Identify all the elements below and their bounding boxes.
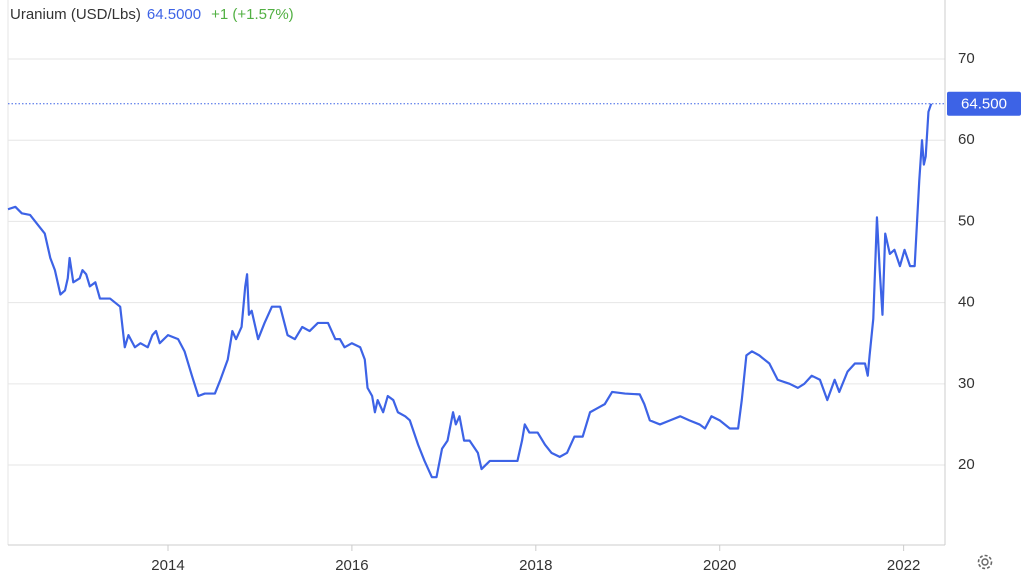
gear-outline [977,554,993,570]
gear-center [981,558,989,566]
y-tick-label: 50 [958,212,975,229]
y-tick-label: 70 [958,50,975,67]
price-change: +1 (+1.57%) [211,6,294,23]
x-tick-label: 2022 [887,557,920,574]
x-tick-label: 2020 [703,557,736,574]
x-tick-label: 2016 [335,557,368,574]
y-tick-label: 20 [958,456,975,473]
price: 64.5000 [147,6,201,23]
settings-icon[interactable] [977,554,993,570]
y-tick-label: 60 [958,131,975,148]
x-tick-label: 2018 [519,557,552,574]
price-line [7,103,933,479]
y-tick-label: 30 [958,375,975,392]
last-value-label: 64.500 [961,96,1007,113]
chart-title: Uranium (USD/Lbs) [10,6,141,23]
y-tick-label: 40 [958,294,975,311]
last-value-box [947,91,1021,116]
x-tick-label: 2014 [151,557,184,574]
